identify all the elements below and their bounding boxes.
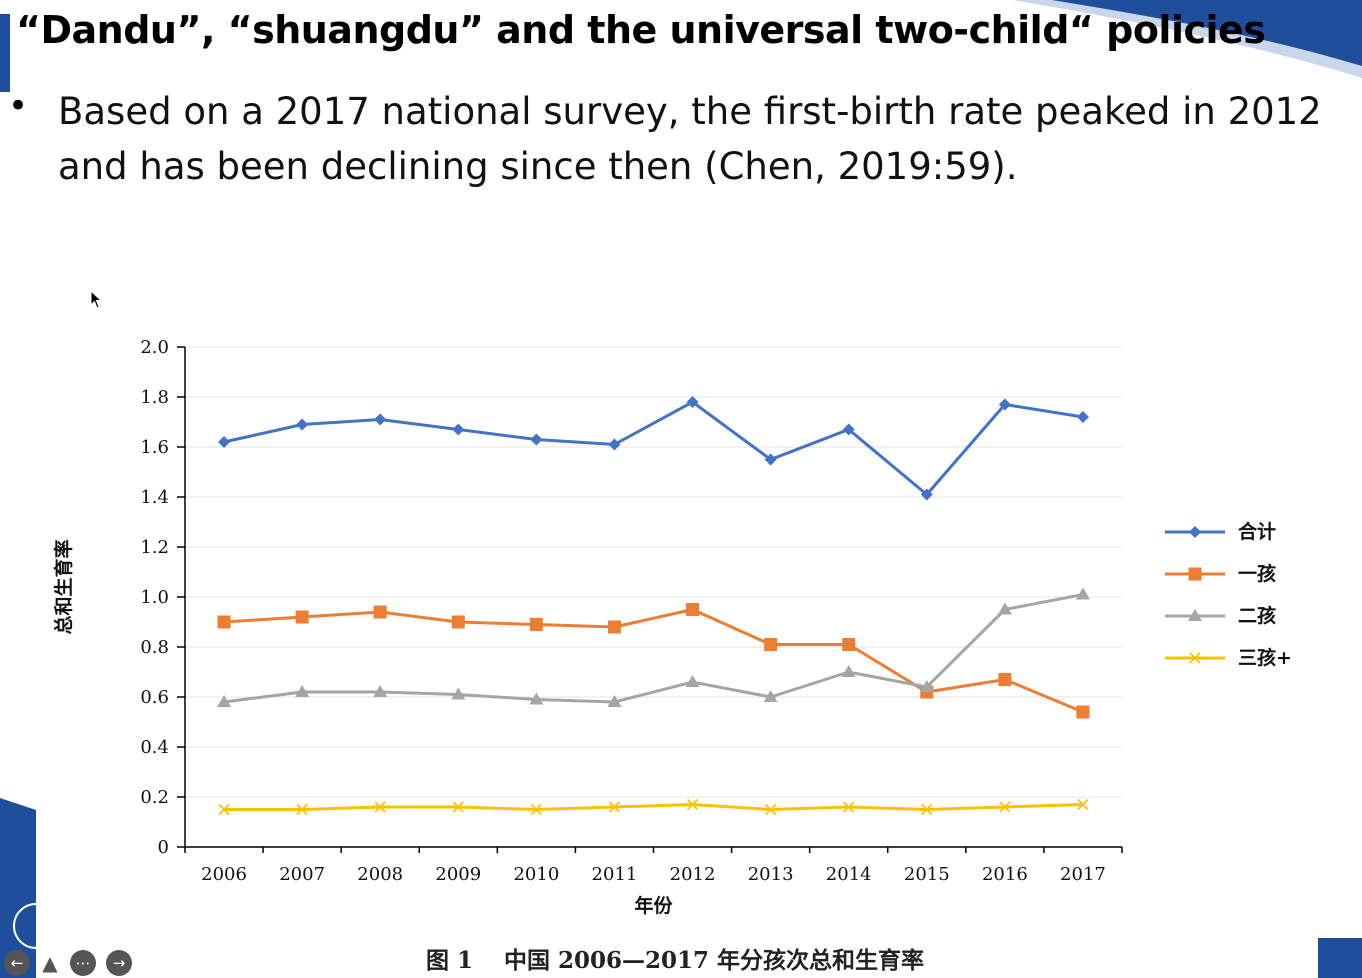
x-tick-label: 2014 [826, 864, 872, 885]
data-point [1076, 411, 1089, 423]
y-tick-label: 1.6 [140, 437, 169, 458]
pen-icon[interactable]: ▲ [42, 951, 58, 975]
y-tick-label: 0 [158, 837, 169, 858]
data-point [608, 438, 621, 451]
decorative-corner-bottom-right [1318, 938, 1362, 978]
x-tick-label: 2013 [748, 864, 794, 885]
x-tick-label: 2007 [279, 864, 325, 885]
data-point [374, 801, 386, 813]
x-tick-label: 2006 [201, 864, 247, 885]
data-point [763, 690, 778, 702]
series-line-2 [223, 607, 1084, 714]
y-tick-label: 1.0 [140, 587, 169, 608]
legend-label: 二孩 [1238, 604, 1276, 627]
legend-label: 一孩 [1238, 562, 1276, 585]
data-point [529, 618, 543, 631]
data-point [998, 398, 1011, 411]
arrow-right-icon[interactable]: → [106, 950, 132, 976]
data-point [997, 602, 1012, 615]
y-tick-label: 1.8 [140, 387, 169, 408]
data-point [607, 620, 621, 634]
x-tick-label: 2015 [904, 864, 950, 885]
legend-label: 三孩+ [1238, 646, 1292, 669]
y-tick-label: 0.8 [140, 637, 169, 658]
data-point [1077, 798, 1089, 811]
data-point [296, 803, 308, 816]
bullet-text: Based on a 2017 national survey, the fir… [58, 90, 1322, 188]
data-point [374, 413, 387, 426]
data-point [998, 673, 1012, 686]
y-tick-label: 0.2 [140, 787, 169, 808]
data-point [529, 692, 544, 705]
data-point [452, 801, 464, 813]
y-tick-label: 2.0 [140, 337, 169, 358]
data-point [217, 695, 232, 707]
data-point [217, 615, 231, 629]
decorative-corner-bottom-left [0, 798, 40, 978]
mouse-cursor-icon [90, 290, 103, 309]
data-point [843, 801, 855, 813]
data-point [1075, 587, 1090, 600]
y-tick-label: 1.4 [140, 487, 169, 508]
legend-marker [1189, 526, 1201, 538]
figure-caption: 图 1 中国 2006—2017 年分孩次总和生育率 [426, 947, 924, 974]
data-point [373, 605, 387, 619]
x-tick-label: 2016 [982, 864, 1028, 885]
data-point [607, 695, 622, 707]
data-point [451, 615, 465, 629]
data-point [686, 798, 699, 811]
data-point [295, 610, 309, 624]
series-line-3 [223, 593, 1084, 704]
legend-marker [1189, 652, 1201, 664]
y-tick-label: 0.6 [140, 687, 169, 708]
x-tick-label: 2010 [513, 864, 559, 885]
data-point [842, 423, 855, 436]
arrow-left-icon[interactable]: ← [4, 950, 30, 976]
data-point [685, 675, 700, 687]
data-point [842, 638, 856, 651]
series-line-1 [223, 400, 1084, 497]
data-point [296, 418, 309, 431]
data-point [295, 685, 310, 697]
data-point [1076, 705, 1090, 719]
decorative-corner-top-right [1012, 0, 1362, 78]
decorative-left-bar [0, 14, 10, 92]
data-point [218, 803, 230, 816]
x-tick-label: 2011 [592, 864, 638, 885]
more-icon[interactable]: ⋯ [70, 950, 96, 976]
data-point [920, 488, 933, 501]
x-tick-label: 2009 [435, 864, 481, 885]
data-point [608, 801, 621, 813]
x-axis-label: 年份 [634, 894, 673, 917]
data-point [686, 396, 699, 408]
series-line-4 [224, 802, 1084, 812]
data-point [999, 801, 1011, 813]
data-point [530, 433, 543, 446]
x-tick-label: 2012 [670, 864, 716, 885]
y-tick-label: 0.4 [140, 737, 169, 758]
bullet-marker: • [8, 86, 29, 126]
legend-label: 合计 [1238, 520, 1276, 543]
data-point [451, 687, 466, 700]
data-point [686, 603, 700, 616]
legend-marker [1188, 609, 1202, 621]
data-point [764, 803, 777, 816]
data-point [841, 665, 856, 677]
x-tick-label: 2017 [1060, 864, 1106, 885]
data-point [921, 803, 933, 816]
data-point [218, 436, 231, 448]
data-point [530, 803, 543, 816]
data-point [452, 423, 465, 436]
data-point [373, 685, 388, 697]
data-point [764, 638, 778, 651]
presentation-controls: ← ▲ ⋯ → [0, 948, 132, 978]
y-axis-label: 总和生育率 [52, 539, 75, 634]
data-point [919, 680, 934, 692]
y-tick-label: 1.2 [140, 537, 169, 558]
x-tick-label: 2008 [357, 864, 403, 885]
slide-title: “Dandu”, “shuangdu” and the universal tw… [16, 8, 1266, 52]
legend-marker [1188, 567, 1202, 581]
data-point [764, 453, 777, 466]
